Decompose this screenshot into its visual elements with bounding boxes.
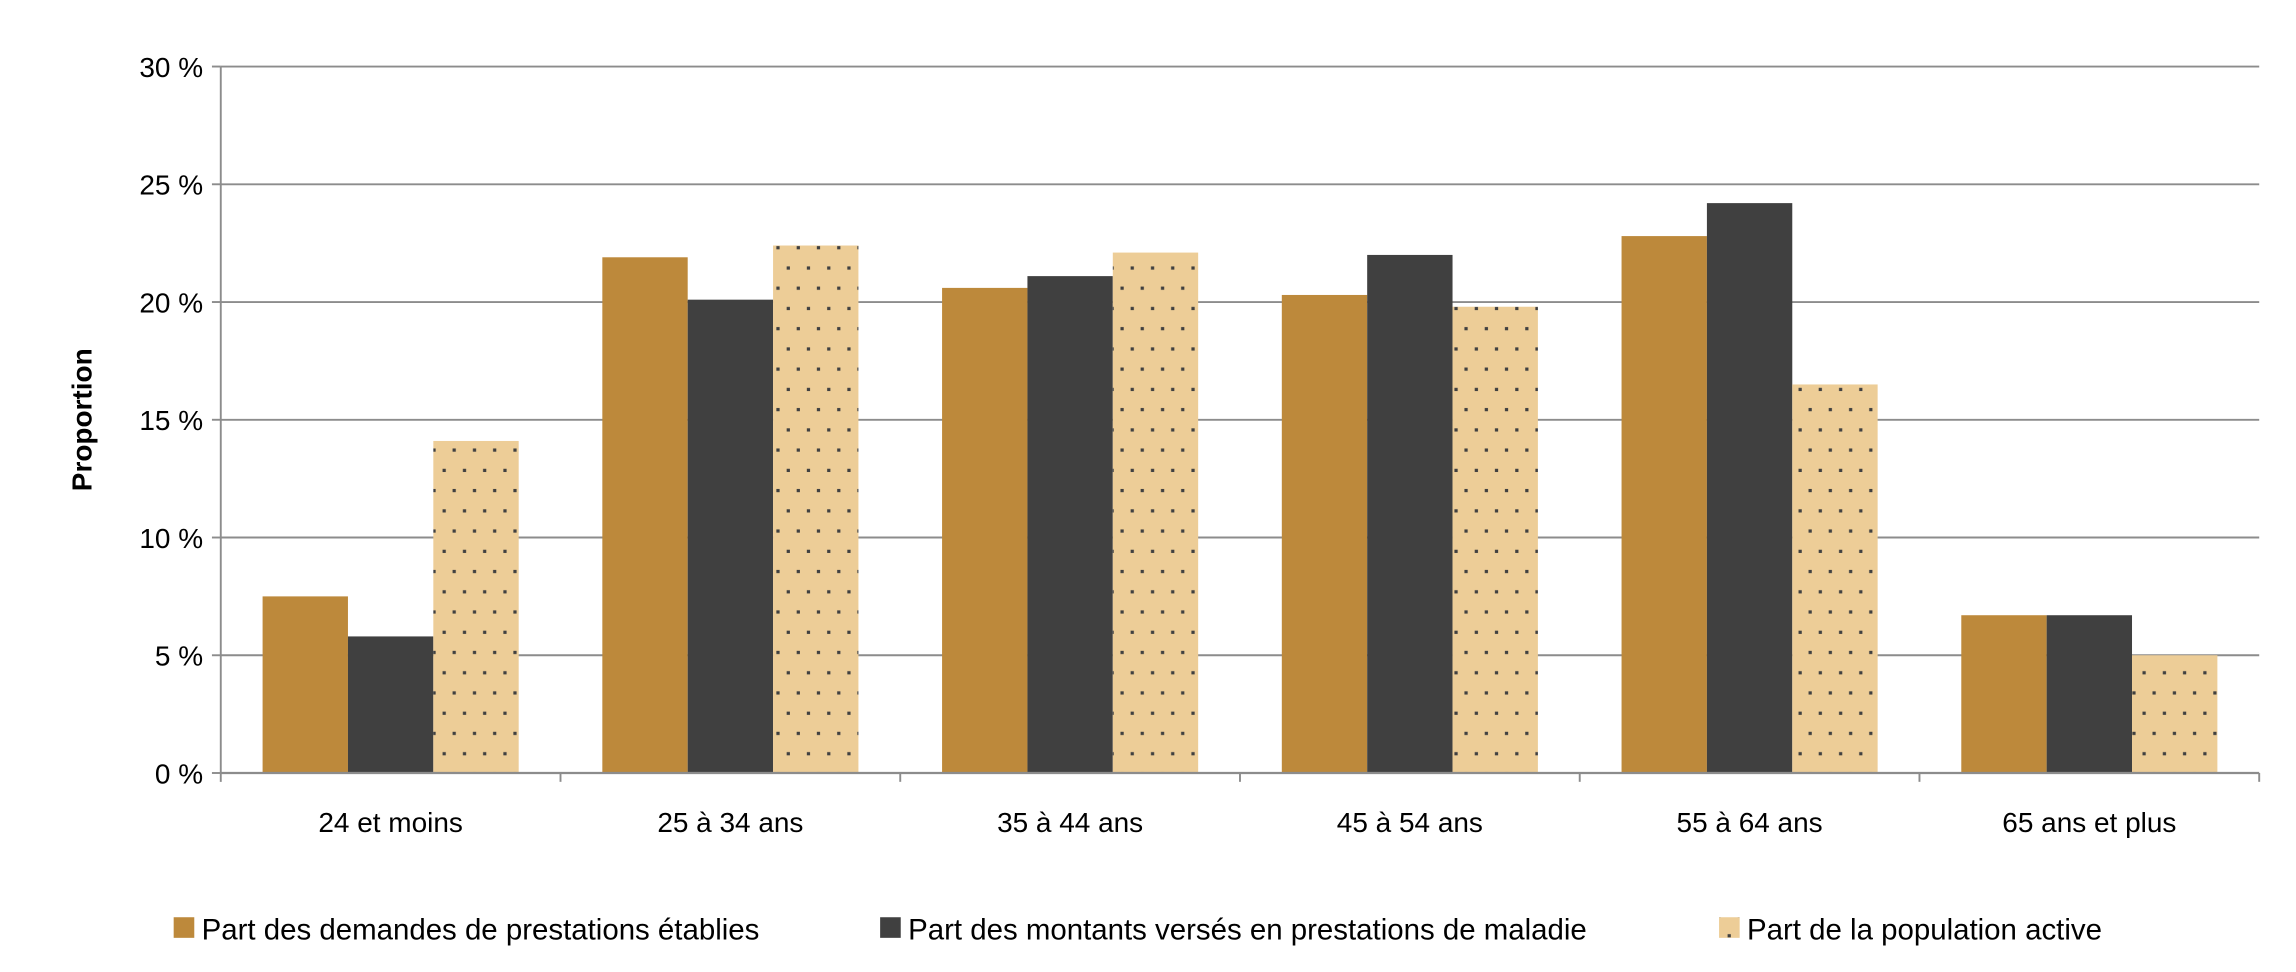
x-tick-label: 45 à 54 ans (1337, 807, 1483, 838)
bar (1621, 236, 1707, 773)
legend-swatch (880, 917, 901, 938)
y-tick-label: 10 % (139, 523, 203, 554)
y-tick-label: 0 % (155, 758, 203, 789)
x-tick-label: 25 à 34 ans (657, 807, 803, 838)
bar (433, 440, 519, 773)
legend-label: Part de la population active (1747, 913, 2102, 946)
bar (1792, 384, 1878, 773)
x-tick-label: 35 à 44 ans (997, 807, 1143, 838)
legend-label: Part des montants versés en prestations … (908, 913, 1587, 946)
bar (1367, 254, 1453, 773)
y-tick-label: 30 % (139, 52, 203, 83)
y-tick-label: 25 % (139, 170, 203, 201)
bar (687, 299, 774, 773)
bar (1112, 252, 1199, 774)
bar (773, 245, 859, 773)
bar (942, 287, 1028, 773)
y-tick-label: 20 % (139, 287, 203, 318)
legend-label: Part des demandes de prestations établie… (202, 913, 760, 946)
bar (602, 257, 688, 773)
x-tick-label: 24 et moins (318, 807, 463, 838)
legend-swatch (173, 917, 195, 938)
bar (1027, 276, 1113, 773)
bar (1452, 306, 1538, 773)
bar (1281, 294, 1368, 773)
bar (1706, 203, 1793, 773)
y-tick-label: 15 % (139, 405, 203, 436)
x-tick-label: 55 à 64 ans (1677, 807, 1823, 838)
bar (1961, 615, 2047, 773)
y-axis-label: Proportion (66, 348, 97, 491)
bar (347, 636, 434, 773)
y-tick-label: 5 % (155, 641, 203, 672)
bar (2132, 655, 2218, 773)
bar (262, 596, 348, 773)
bar (2046, 615, 2133, 773)
x-tick-label: 65 ans et plus (2002, 807, 2176, 838)
legend-swatch (1719, 917, 1740, 938)
